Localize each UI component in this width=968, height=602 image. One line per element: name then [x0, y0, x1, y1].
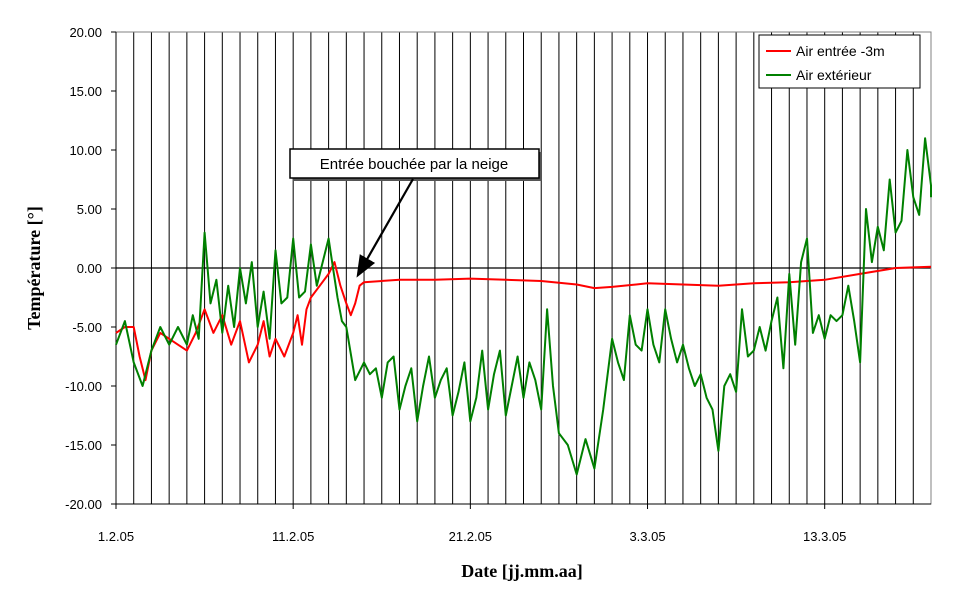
annotation-box: [289, 148, 540, 179]
y-tick-label: -5.00: [72, 320, 102, 335]
legend-label-air-exterieur: Air extérieur: [796, 67, 872, 83]
legend-box: [758, 34, 921, 89]
y-tick-label: 5.00: [77, 202, 102, 217]
y-axis-ticks: 20.00 15.00 10.00 5.00 0.00 -5.00 -10.00 -15.00…: [65, 25, 116, 512]
x-axis-title: Date [jj.mm.aa]: [461, 561, 582, 581]
x-tick-label: 3.3.05: [629, 529, 665, 544]
y-tick-label: 15.00: [69, 84, 102, 99]
legend: Air entrée -3m Air extérieur: [758, 34, 921, 89]
y-tick-label: 0.00: [77, 261, 102, 276]
y-tick-label: 10.00: [69, 143, 102, 158]
annotation: Entrée bouchée par la neige: [289, 148, 542, 278]
series-lines: [115, 137, 932, 476]
x-tick-label: 13.3.05: [803, 529, 846, 544]
x-axis-ticks: 1.2.05 11.2.05 21.2.05 3.3.05 13.3.05: [98, 504, 846, 544]
y-tick-label: -20.00: [65, 497, 102, 512]
x-tick-label: 11.2.05: [272, 529, 314, 544]
annotation-arrow: [356, 178, 414, 278]
legend-label-air-entree: Air entrée -3m: [796, 43, 885, 59]
y-tick-label: -10.00: [65, 379, 102, 394]
y-tick-label: -15.00: [65, 438, 102, 453]
y-tick-label: 20.00: [69, 25, 102, 40]
annotation-text: Entrée bouchée par la neige: [320, 156, 508, 173]
x-tick-label: 21.2.05: [449, 529, 492, 544]
x-tick-label: 1.2.05: [98, 529, 134, 544]
series-line-air-exterieur: [115, 137, 932, 476]
y-axis-title: Température [°]: [24, 206, 44, 330]
series-line-air-entree: [115, 261, 932, 382]
